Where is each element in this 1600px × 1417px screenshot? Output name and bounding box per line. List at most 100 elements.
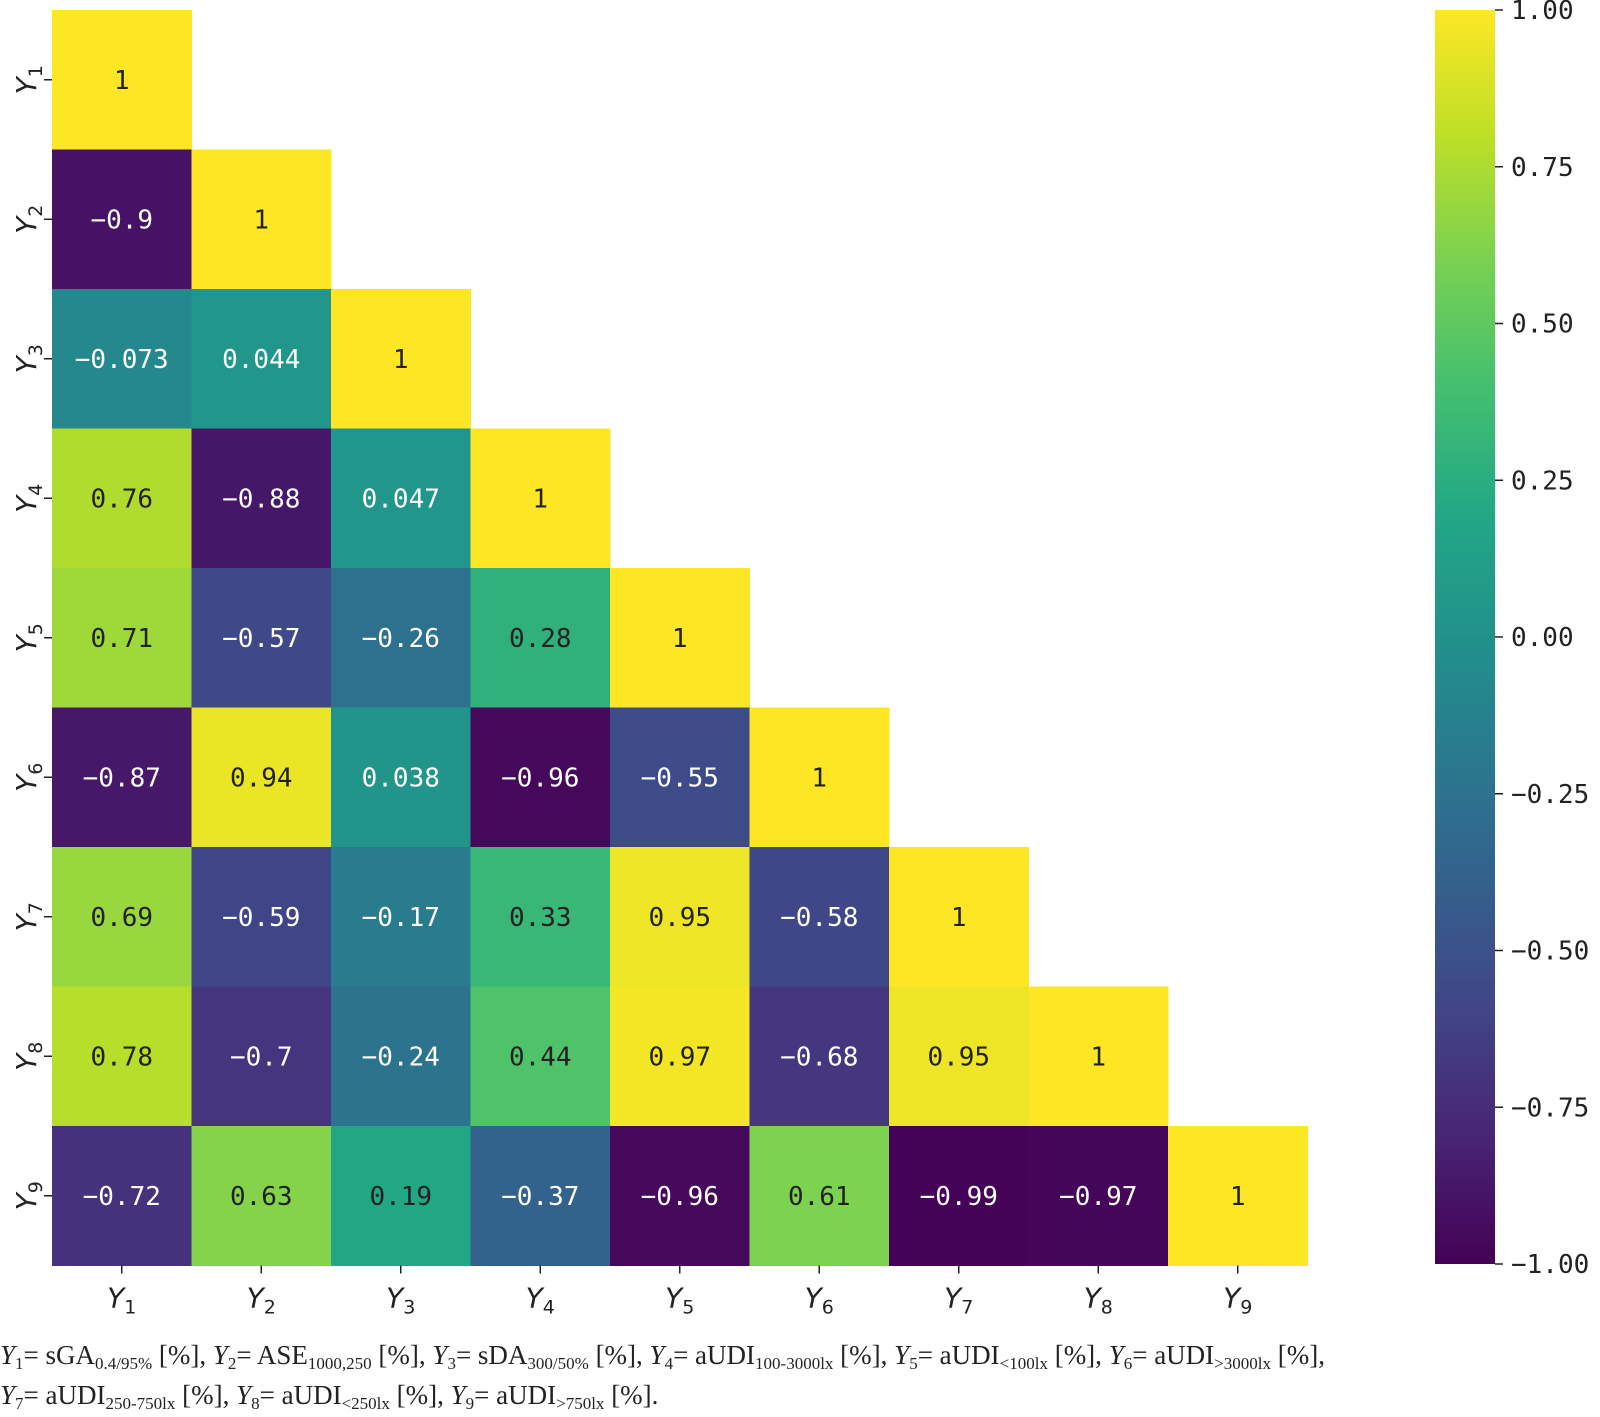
cell-value-r8-c5: 0.97 bbox=[648, 1042, 711, 1072]
heatmap-cell-r6-c6 bbox=[749, 707, 890, 848]
colorbar-tick-label-3: 0.50 bbox=[1511, 310, 1574, 340]
heatmap-cell-r8-c1 bbox=[52, 986, 192, 1127]
colorbar-tick-label-2: 0.75 bbox=[1511, 153, 1574, 183]
colorbar: 1.00 0.75 0.50 0.25 0.00 −0.25 −0.50 −0.75 −1.00 bbox=[1435, 0, 1589, 1280]
caption-entry-y9: Y9= aUDI>750lx [%]. bbox=[450, 1380, 659, 1413]
y-tick-label-8: Y8 bbox=[10, 1042, 47, 1071]
heatmap-cell-r7-c1 bbox=[52, 847, 192, 987]
cell-value-r9-c1: −0.72 bbox=[83, 1182, 161, 1212]
heatmap-cell-r8-c3 bbox=[331, 986, 471, 1127]
heatmap-cell-r9-c3 bbox=[331, 1126, 471, 1266]
cell-value-r9-c6: 0.61 bbox=[788, 1182, 851, 1212]
cell-value-r4-c2: −0.88 bbox=[222, 484, 300, 514]
cell-value-r7-c7: 1 bbox=[951, 903, 967, 933]
cell-value-r3-c2: 0.044 bbox=[222, 345, 300, 375]
heatmap-cell-r7-c6 bbox=[749, 847, 890, 987]
variable-legend-caption: Y1= sGA0.4/95% [%], Y2= ASE1000,250 [%],… bbox=[0, 1335, 1600, 1415]
colorbar-tick-label-9: −1.00 bbox=[1511, 1250, 1589, 1280]
cell-value-r4-c1: 0.76 bbox=[90, 484, 153, 514]
heatmap-cell-r2-c2 bbox=[191, 149, 332, 290]
heatmap-cell-r3-c2 bbox=[191, 289, 332, 429]
colorbar-tick-label-7: −0.50 bbox=[1511, 937, 1589, 967]
heatmap-cell-r5-c1 bbox=[52, 568, 192, 708]
heatmap-cell-r9-c2 bbox=[191, 1126, 332, 1266]
cell-value-r8-c8: 1 bbox=[1090, 1042, 1106, 1072]
cell-value-r9-c5: −0.96 bbox=[641, 1182, 719, 1212]
y-tick-label-7: Y7 bbox=[10, 902, 47, 931]
heatmap-cell-r8-c5 bbox=[610, 986, 750, 1127]
cell-value-r5-c2: −0.57 bbox=[222, 624, 300, 654]
y-tick-label-4: Y4 bbox=[10, 484, 47, 513]
cell-value-r4-c3: 0.047 bbox=[362, 484, 440, 514]
heatmap-cell-r7-c3 bbox=[331, 847, 471, 987]
colorbar-tick-label-4: 0.25 bbox=[1511, 466, 1574, 496]
x-tick-label-5: Y5 bbox=[665, 1282, 694, 1319]
cell-value-r4-c4: 1 bbox=[532, 484, 548, 514]
heatmap-cell-r6-c1 bbox=[52, 707, 192, 848]
cell-value-r8-c1: 0.78 bbox=[90, 1042, 153, 1072]
x-axis: Y1 Y2 Y3 Y4 Y5 Y6 Y7 Y8 Y9 bbox=[107, 1265, 1252, 1319]
heatmap-cell-r5-c5 bbox=[610, 568, 750, 708]
cell-value-r6-c6: 1 bbox=[811, 763, 827, 793]
cell-value-r1-c1: 1 bbox=[114, 66, 130, 96]
caption-entry-y3: Y3= sDA300/50% [%], bbox=[432, 1340, 650, 1373]
cell-value-r5-c1: 0.71 bbox=[90, 624, 153, 654]
cell-value-r9-c9: 1 bbox=[1230, 1182, 1246, 1212]
cell-value-r5-c3: −0.26 bbox=[362, 624, 440, 654]
heatmap-cell-r7-c7 bbox=[889, 847, 1029, 987]
cell-value-r3-c1: −0.073 bbox=[75, 345, 169, 375]
cell-value-r9-c3: 0.19 bbox=[369, 1182, 432, 1212]
cell-value-r8-c7: 0.95 bbox=[927, 1042, 990, 1072]
colorbar-tick-label-5: 0.00 bbox=[1511, 623, 1574, 653]
heatmap-cell-r1-c1 bbox=[52, 10, 192, 150]
x-tick-label-3: Y3 bbox=[386, 1282, 415, 1319]
y-tick-label-3: Y3 bbox=[10, 344, 47, 373]
caption-entry-y2: Y2= ASE1000,250 [%], bbox=[212, 1340, 433, 1373]
heatmap-cell-r7-c4 bbox=[470, 847, 611, 987]
y-tick-label-9: Y9 bbox=[10, 1181, 47, 1210]
cell-value-r6-c3: 0.038 bbox=[362, 763, 440, 793]
y-tick-label-6: Y6 bbox=[10, 763, 47, 792]
cell-value-r2-c1: −0.9 bbox=[90, 205, 153, 235]
cell-value-r5-c4: 0.28 bbox=[509, 624, 572, 654]
x-tick-label-1: Y1 bbox=[107, 1282, 136, 1319]
cell-value-r7-c2: −0.59 bbox=[222, 903, 300, 933]
heatmap-cell-r9-c4 bbox=[470, 1126, 611, 1266]
cell-value-r5-c5: 1 bbox=[672, 624, 688, 654]
cell-value-r7-c4: 0.33 bbox=[509, 903, 572, 933]
cell-value-r8-c6: −0.68 bbox=[780, 1042, 858, 1072]
heatmap-cell-r8-c4 bbox=[470, 986, 611, 1127]
y-tick-label-5: Y5 bbox=[10, 623, 47, 652]
heatmap-cell-r9-c5 bbox=[610, 1126, 750, 1266]
heatmap-cell-labels: 1 −0.9 1 −0.073 0.044 1 0.76 −0.88 0.047 1 0.71 −0.… bbox=[75, 66, 1246, 1212]
caption-entry-y7: Y7= aUDI250-750lx [%], bbox=[0, 1380, 237, 1413]
heatmap-cell-r6-c2 bbox=[191, 707, 332, 848]
cell-value-r8-c3: −0.24 bbox=[362, 1042, 440, 1072]
cell-value-r9-c2: 0.63 bbox=[230, 1182, 293, 1212]
cell-value-r6-c1: −0.87 bbox=[83, 763, 161, 793]
cell-value-r2-c2: 1 bbox=[253, 205, 269, 235]
heatmap-cell-r9-c1 bbox=[52, 1126, 192, 1266]
heatmap-cell-r9-c6 bbox=[749, 1126, 890, 1266]
heatmap-cell-r4-c1 bbox=[52, 428, 192, 569]
cell-value-r6-c2: 0.94 bbox=[230, 763, 293, 793]
heatmap-cell-r6-c3 bbox=[331, 707, 471, 848]
caption-entry-y5: Y5= aUDI<100lx [%], bbox=[894, 1340, 1109, 1373]
heatmap-cell-r9-c9 bbox=[1168, 1126, 1308, 1266]
x-tick-label-4: Y4 bbox=[526, 1282, 555, 1319]
colorbar-tick-label-6: −0.25 bbox=[1511, 780, 1589, 810]
cell-value-r7-c5: 0.95 bbox=[648, 903, 711, 933]
heatmap-cell-r5-c4 bbox=[470, 568, 611, 708]
caption-entry-y8: Y8= aUDI<250lx [%], bbox=[236, 1380, 451, 1413]
heatmap-cell-r3-c1 bbox=[52, 289, 192, 429]
x-tick-label-8: Y8 bbox=[1084, 1282, 1113, 1319]
heatmap-cell-r7-c5 bbox=[610, 847, 750, 987]
heatmap-cell-r6-c5 bbox=[610, 707, 750, 848]
y-axis: Y1 Y2 Y3 Y4 Y5 Y6 Y7 Y8 Y9 bbox=[10, 65, 52, 1210]
heatmap-cell-r2-c1 bbox=[52, 149, 192, 290]
heatmap-cell-r8-c7 bbox=[889, 986, 1029, 1127]
cell-value-r6-c4: −0.96 bbox=[501, 763, 579, 793]
heatmap-cell-r8-c8 bbox=[1028, 986, 1169, 1127]
heatmap-cell-r9-c8 bbox=[1028, 1126, 1169, 1266]
heatmap-cell-r8-c6 bbox=[749, 986, 890, 1127]
